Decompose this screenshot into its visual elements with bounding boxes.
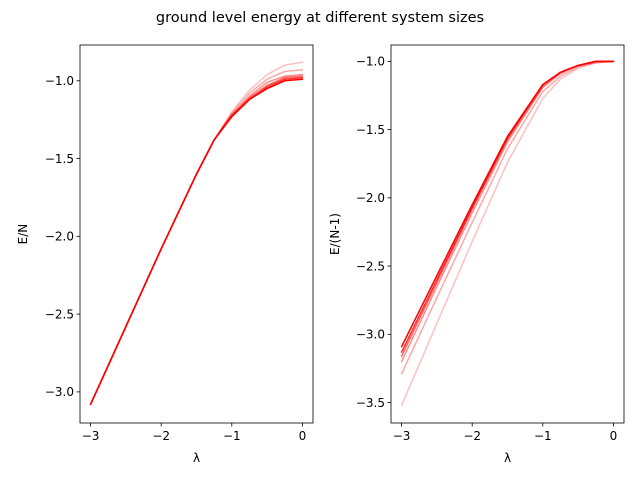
figure-title: ground level energy at different system … xyxy=(156,10,484,26)
axes-frame xyxy=(79,44,314,424)
series-line-5 xyxy=(400,60,615,348)
right-plot: −3 −2 −1 0 −3.5 −3.0 −2.5 −2.0 −1.5 −1.0 λ E/(N-1) xyxy=(328,44,625,465)
y-tick-label: −1.5 xyxy=(356,123,385,137)
x-axis-label: λ xyxy=(504,451,511,465)
x-tick-label: 0 xyxy=(299,429,307,443)
x-tick-label: −1 xyxy=(534,429,552,443)
y-tick-label: −1.0 xyxy=(356,55,385,69)
y-tick-label: −2.0 xyxy=(45,230,74,244)
series-line-5 xyxy=(89,78,304,406)
series-group xyxy=(89,61,304,406)
y-axis-label: E/(N-1) xyxy=(328,213,342,255)
x-tick-label: −2 xyxy=(463,429,481,443)
y-tick-label: −3.0 xyxy=(356,328,385,342)
y-tick-label: −2.0 xyxy=(356,191,385,205)
y-tick-label: −3.5 xyxy=(356,396,385,410)
x-tick-label: −3 xyxy=(393,429,411,443)
x-tick-label: −1 xyxy=(223,429,241,443)
left-plot: −3 −2 −1 0 −3.0 −2.5 −2.0 −1.5 −1.0 λ E/N xyxy=(16,44,314,465)
series-line-1 xyxy=(400,60,615,375)
series-line-0 xyxy=(400,60,615,407)
y-tick-label: −1.0 xyxy=(45,74,74,88)
y-tick-label: −1.5 xyxy=(45,152,74,166)
x-tick-label: 0 xyxy=(610,429,618,443)
y-tick-label: −2.5 xyxy=(45,307,74,321)
y-tick-label: −2.5 xyxy=(356,259,385,273)
axes-frame xyxy=(390,44,625,424)
series-group xyxy=(400,60,615,407)
x-tick-label: −2 xyxy=(152,429,170,443)
y-tick-label: −3.0 xyxy=(45,385,74,399)
x-axis-label: λ xyxy=(193,451,200,465)
y-axis-label: E/N xyxy=(16,224,30,245)
x-tick-label: −3 xyxy=(82,429,100,443)
